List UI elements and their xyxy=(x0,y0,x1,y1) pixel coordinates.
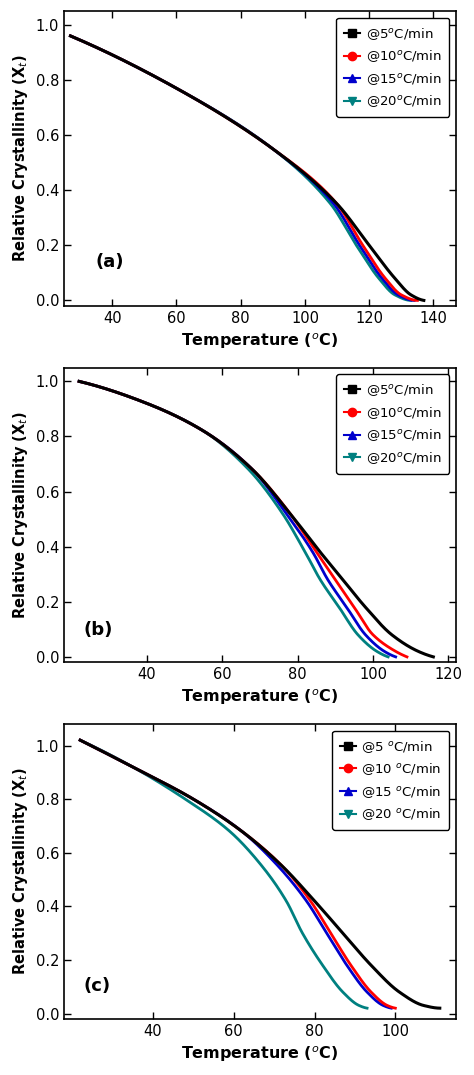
Y-axis label: Relative Crystallinity (X$_t$): Relative Crystallinity (X$_t$) xyxy=(11,55,30,262)
Legend: @5$^o$C/min, @10$^o$C/min, @15$^o$C/min, @20$^o$C/min: @5$^o$C/min, @10$^o$C/min, @15$^o$C/min,… xyxy=(337,17,449,117)
X-axis label: Temperature ($^o$C): Temperature ($^o$C) xyxy=(182,331,338,350)
Text: (b): (b) xyxy=(83,620,113,639)
Text: (c): (c) xyxy=(83,977,111,995)
X-axis label: Temperature ($^o$C): Temperature ($^o$C) xyxy=(182,688,338,707)
Y-axis label: Relative Crystallinity (X$_t$): Relative Crystallinity (X$_t$) xyxy=(11,768,30,975)
Legend: @5 $^o$C/min, @10 $^o$C/min, @15 $^o$C/min, @20 $^o$C/min: @5 $^o$C/min, @10 $^o$C/min, @15 $^o$C/m… xyxy=(332,731,449,830)
Y-axis label: Relative Crystallinity (X$_t$): Relative Crystallinity (X$_t$) xyxy=(11,411,30,619)
Text: (a): (a) xyxy=(95,253,124,271)
Legend: @5$^o$C/min, @10$^o$C/min, @15$^o$C/min, @20$^o$C/min: @5$^o$C/min, @10$^o$C/min, @15$^o$C/min,… xyxy=(337,374,449,474)
X-axis label: Temperature ($^o$C): Temperature ($^o$C) xyxy=(182,1044,338,1064)
